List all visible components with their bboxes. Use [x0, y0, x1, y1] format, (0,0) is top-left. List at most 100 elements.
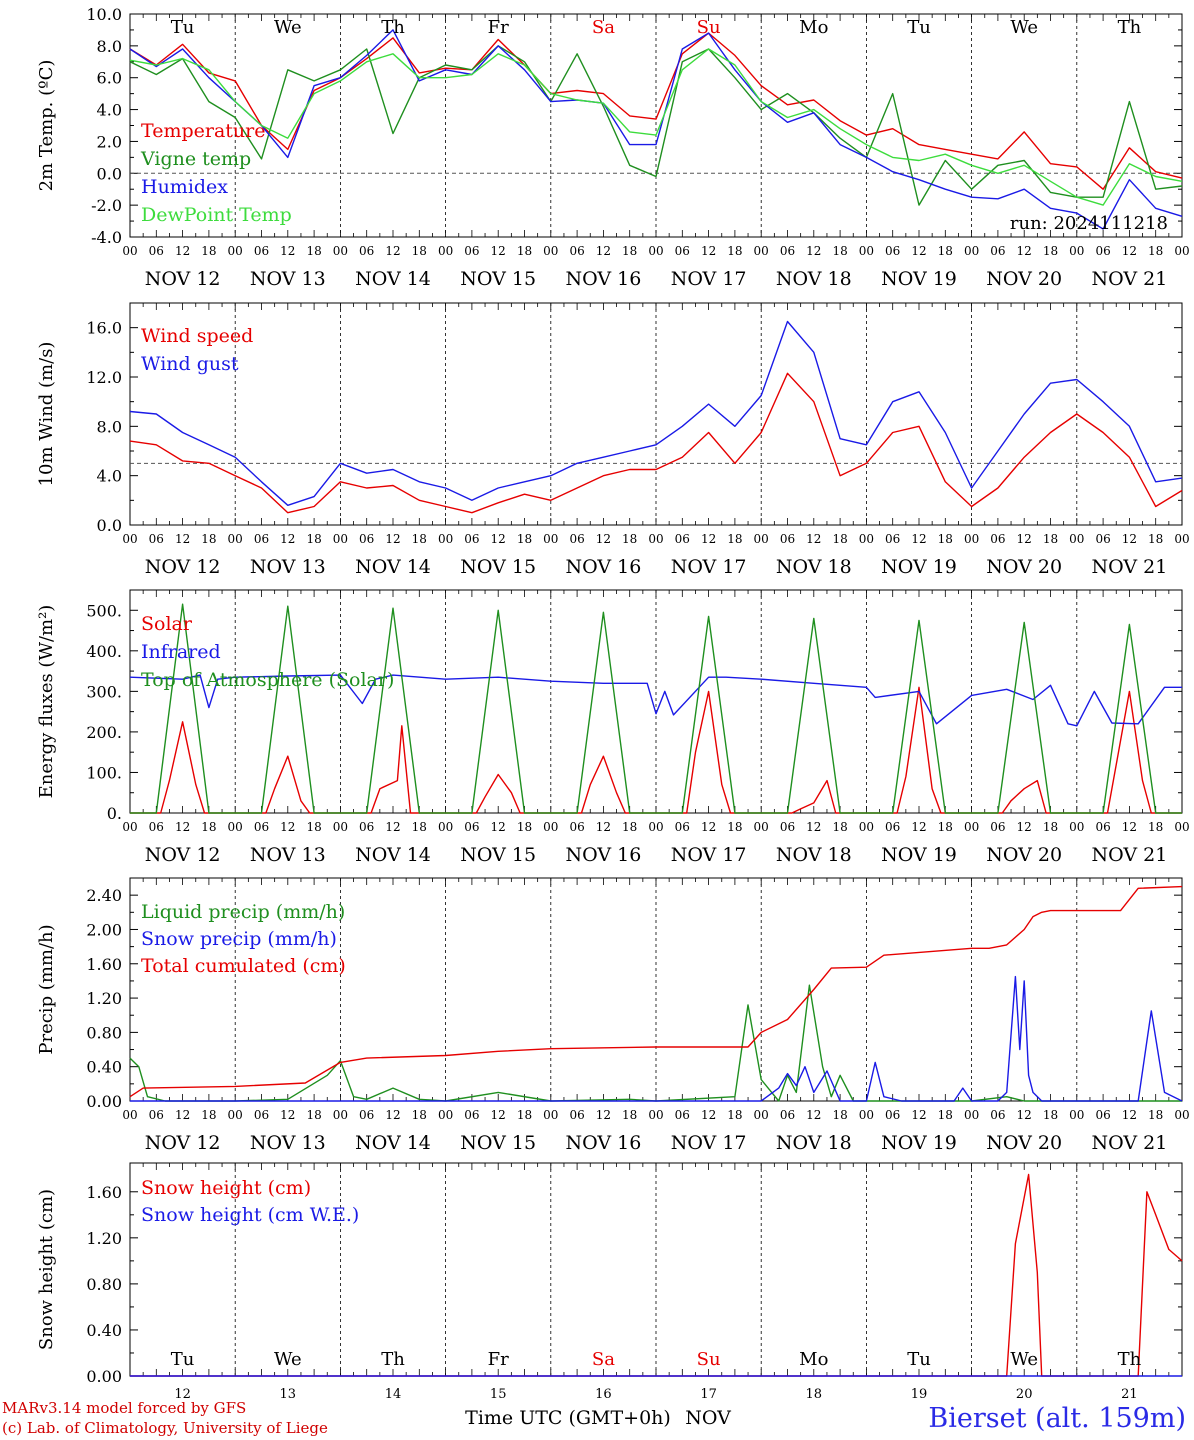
hour-tick-label: 00 [1174, 532, 1189, 546]
hour-tick-label: 00 [228, 532, 243, 546]
y-tick-label: 2.0 [97, 132, 122, 151]
hour-tick-label: 06 [675, 244, 690, 258]
hour-tick-label: 12 [911, 244, 926, 258]
hour-tick-label: 12 [175, 820, 190, 834]
series-line-total-cumulated-cm- [129, 885, 1183, 1098]
hour-tick-label: 18 [938, 244, 953, 258]
y-tick-label: 300. [86, 682, 122, 701]
date-label: NOV 21 [1091, 556, 1167, 578]
date-label: NOV 20 [986, 844, 1062, 866]
day-number-label: 20 [1016, 1387, 1033, 1402]
y-tick-label: 8.0 [97, 37, 122, 56]
hour-tick-label: 06 [885, 532, 900, 546]
hour-tick-label: 00 [859, 1108, 874, 1122]
hour-tick-label: 06 [780, 244, 795, 258]
series-line-wind-gust [129, 320, 1183, 506]
hour-tick-label: 18 [727, 820, 742, 834]
hour-tick-label: 12 [806, 244, 821, 258]
y-tick-label: 200. [86, 723, 122, 742]
weekday-label: Th [381, 17, 405, 38]
hour-tick-label: 18 [832, 1108, 847, 1122]
hour-tick-label: 06 [359, 820, 374, 834]
y-axis-label: Snow height (cm) [36, 1189, 57, 1350]
date-label: NOV 17 [671, 1132, 747, 1154]
hour-tick-label: 00 [228, 244, 243, 258]
hour-tick-label: 06 [149, 244, 164, 258]
hour-tick-label: 12 [385, 1108, 400, 1122]
panel-5: 0.00 0.40 0.80 1.20 1.60 Snow height (cm) Snow… [36, 1162, 1183, 1402]
y-tick-label: 12.0 [86, 368, 122, 387]
hour-tick-label: 00 [1069, 532, 1084, 546]
date-label: NOV 15 [460, 1132, 536, 1154]
hour-tick-label: 00 [438, 244, 453, 258]
hour-tick-label: 18 [412, 532, 427, 546]
hour-tick-label: 00 [543, 244, 558, 258]
series-line-top-of-atmosphere-solar- [130, 603, 1182, 814]
y-tick-label: 0.40 [86, 1321, 122, 1340]
y-axis-label: 2m Temp. (ºC) [36, 60, 57, 192]
date-label: NOV 20 [986, 1132, 1062, 1154]
date-label: NOV 21 [1091, 844, 1167, 866]
hour-tick-label: 12 [1017, 532, 1032, 546]
hour-tick-label: 12 [701, 532, 716, 546]
legend-entry: Top of Atmosphere (Solar) [141, 669, 394, 691]
hour-tick-label: 12 [911, 820, 926, 834]
hour-tick-label: 00 [648, 244, 663, 258]
hour-tick-label: 12 [491, 1108, 506, 1122]
hour-tick-label: 00 [648, 820, 663, 834]
date-label: NOV 15 [460, 556, 536, 578]
y-tick-label: 1.60 [86, 955, 122, 974]
y-tick-label: 16.0 [86, 319, 122, 338]
hour-tick-label: 12 [596, 1108, 611, 1122]
hour-tick-label: 12 [596, 244, 611, 258]
y-tick-label: 0.00 [86, 1092, 122, 1111]
hour-tick-label: 12 [701, 1108, 716, 1122]
hour-tick-label: 18 [622, 1108, 637, 1122]
y-tick-label: 0. [107, 804, 122, 823]
date-label: NOV 17 [671, 844, 747, 866]
day-number-label: 16 [595, 1387, 612, 1402]
hour-tick-label: 18 [412, 244, 427, 258]
date-label: NOV 13 [250, 1132, 326, 1154]
hour-tick-label: 18 [727, 532, 742, 546]
y-tick-label: 2.00 [86, 920, 122, 939]
date-label: NOV 16 [565, 844, 641, 866]
legend-entry: Infrared [141, 641, 221, 663]
hour-tick-label: 18 [622, 532, 637, 546]
date-label: NOV 20 [986, 556, 1062, 578]
hour-tick-label: 06 [464, 244, 479, 258]
date-label: NOV 13 [250, 268, 326, 290]
hour-tick-label: 12 [175, 244, 190, 258]
hour-tick-label: 00 [859, 532, 874, 546]
y-tick-label: 0.0 [97, 516, 122, 535]
y-tick-label: 0.80 [86, 1023, 122, 1042]
day-number-label: 19 [911, 1387, 928, 1402]
hour-tick-label: 06 [254, 820, 269, 834]
hour-tick-label: 00 [333, 532, 348, 546]
hour-tick-label: 18 [1148, 1108, 1163, 1122]
y-tick-label: -2.0 [91, 196, 122, 215]
hour-tick-label: 00 [754, 244, 769, 258]
date-label: NOV 18 [776, 268, 852, 290]
hour-tick-label: 06 [1095, 820, 1110, 834]
hour-tick-label: 12 [1122, 532, 1137, 546]
date-label: NOV 17 [671, 556, 747, 578]
date-label: NOV 13 [250, 844, 326, 866]
hour-tick-label: 18 [306, 1108, 321, 1122]
hour-tick-label: 18 [517, 532, 532, 546]
date-label: NOV 21 [1091, 1132, 1167, 1154]
hour-tick-label: 18 [832, 532, 847, 546]
hour-tick-label: 12 [280, 532, 295, 546]
y-tick-label: 1.60 [86, 1183, 122, 1202]
hour-tick-label: 12 [911, 1108, 926, 1122]
date-label: NOV 12 [145, 1132, 221, 1154]
day-number-label: 13 [280, 1387, 297, 1402]
hour-tick-label: 12 [491, 532, 506, 546]
date-label: NOV 19 [881, 844, 957, 866]
hour-tick-label: 18 [622, 820, 637, 834]
hour-tick-label: 12 [175, 532, 190, 546]
hour-tick-label: 00 [228, 1108, 243, 1122]
hour-tick-label: 12 [806, 820, 821, 834]
hour-tick-label: 06 [1095, 532, 1110, 546]
hour-tick-label: 06 [149, 532, 164, 546]
